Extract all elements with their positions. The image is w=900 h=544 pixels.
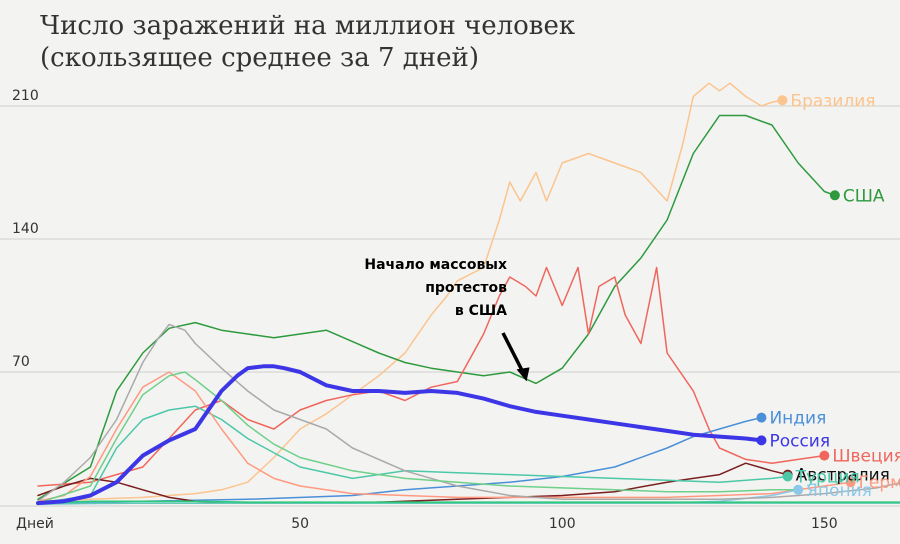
chart-title: Число заражений на миллион человек (скол… xyxy=(40,10,575,74)
series-line-Индия xyxy=(37,416,763,504)
x-tick-label: 50 xyxy=(291,516,309,532)
annotation-line-3: в США xyxy=(455,303,507,319)
end-marker-Бразилия xyxy=(777,95,788,106)
end-marker-Индия xyxy=(756,412,767,423)
x-tick-label: 150 xyxy=(811,516,838,532)
series-line-Австралия xyxy=(37,462,789,504)
series-line-США xyxy=(37,114,836,501)
series-line-Зелёная 1 xyxy=(37,371,799,504)
annotation-arrow-shaft xyxy=(501,332,525,373)
series-lines xyxy=(36,82,900,506)
series-line-Турция xyxy=(37,405,789,504)
title-line-2: (скользящее среднее за 7 дней) xyxy=(40,43,479,73)
end-marker-Германия xyxy=(845,477,856,488)
series-labels: Бразилия США ИндияРоссияШвецияАвстралияТур… xyxy=(769,91,900,501)
end-marker-Турция xyxy=(782,471,793,482)
end-marker-Россия xyxy=(756,435,767,446)
series-label-США: США xyxy=(843,186,885,206)
series-label-Россия: Россия xyxy=(769,431,830,451)
x-tick-label: 100 xyxy=(549,516,576,532)
annotation-line-1: Начало массовых xyxy=(364,257,507,273)
series-line-Россия xyxy=(36,364,764,506)
series-label-Австралия: Австралия xyxy=(796,466,890,486)
series-line-Зелёная 3 xyxy=(37,500,900,504)
annotation-arrow-head xyxy=(516,367,530,382)
series-label-Индия: Индия xyxy=(769,409,826,429)
series-line-Зелёная 2 xyxy=(37,502,900,505)
annotation: Начало массовых протестов в США xyxy=(364,257,530,382)
series-label-Турция: Турция xyxy=(795,468,860,488)
series-line-Бразилия xyxy=(37,82,784,502)
end-marker-США xyxy=(829,190,840,201)
axis-labels: 70 140 210 Дней 50 100 150 xyxy=(12,88,838,532)
series-line-Германия xyxy=(37,371,852,502)
end-marker-Швеция xyxy=(819,450,830,461)
x-axis-label: Дней xyxy=(16,516,54,532)
annotation-line-2: протестов xyxy=(425,280,507,296)
y-tick-label: 210 xyxy=(12,88,39,104)
y-tick-label: 70 xyxy=(12,354,30,370)
title-line-1: Число заражений на миллион человек xyxy=(40,11,576,41)
series-line-Швеция xyxy=(37,266,826,487)
series-label-Бразилия: Бразилия xyxy=(790,91,875,111)
grid xyxy=(0,105,900,507)
end-marker-Япония xyxy=(793,484,804,495)
series-label-Швеция: Швеция xyxy=(832,447,900,467)
series-line-Италия xyxy=(37,323,900,502)
series-label-Германия: Германия xyxy=(859,473,900,493)
y-tick-label: 140 xyxy=(12,221,39,237)
series-label-Япония: Япония xyxy=(806,481,872,501)
